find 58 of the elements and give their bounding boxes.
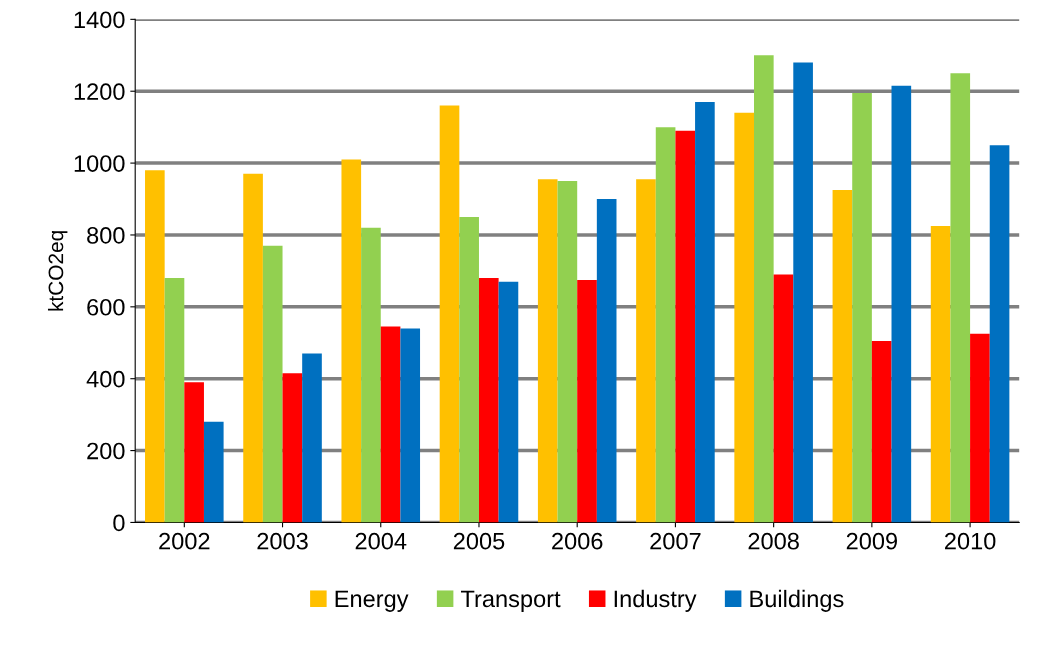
y-tick-label: 1400 xyxy=(74,11,125,29)
bar xyxy=(695,102,715,523)
x-tick-label: 2006 xyxy=(552,532,603,550)
bar xyxy=(243,173,263,523)
x-tick-label: 2004 xyxy=(355,532,407,550)
bar xyxy=(164,278,185,523)
bar xyxy=(380,326,401,523)
bar xyxy=(891,85,912,523)
bar xyxy=(970,333,990,523)
bar xyxy=(341,159,362,523)
x-tick-label: 2008 xyxy=(748,532,799,550)
y-tick-label: 400 xyxy=(86,370,125,388)
bar xyxy=(754,55,774,523)
bar xyxy=(596,199,617,523)
bar xyxy=(282,373,303,523)
legend-label: Energy xyxy=(335,590,409,612)
bar xyxy=(577,279,597,523)
legend-label: Buildings xyxy=(750,589,844,612)
bar xyxy=(773,274,794,523)
bar xyxy=(950,73,971,523)
bar xyxy=(302,353,322,523)
bar xyxy=(852,93,872,523)
bar xyxy=(734,112,754,523)
legend-label: Transport xyxy=(461,590,561,612)
x-tick-label: 2007 xyxy=(650,532,701,550)
bar xyxy=(675,130,696,523)
y-tick-label: 600 xyxy=(87,298,125,316)
x-tick-label: 2009 xyxy=(846,532,898,550)
legend-label: Industry xyxy=(614,589,697,612)
x-tick-label: 2010 xyxy=(945,532,996,550)
y-tick-label: 1200 xyxy=(74,83,125,101)
y-tick-label: 0 xyxy=(113,514,125,532)
bar xyxy=(361,227,381,523)
bar xyxy=(537,179,558,523)
bar xyxy=(262,245,283,523)
bar xyxy=(459,217,479,523)
x-tick-label: 2002 xyxy=(159,532,210,550)
bar xyxy=(636,179,656,523)
x-tick-label: 2003 xyxy=(257,532,308,550)
bar xyxy=(400,328,421,523)
y-tick-label: 1000 xyxy=(74,155,125,172)
bar xyxy=(439,105,460,523)
y-axis-title: ktCO2eq xyxy=(47,231,68,311)
bar xyxy=(498,281,519,523)
bar xyxy=(989,145,1010,523)
bar xyxy=(557,181,578,523)
y-tick-label: 800 xyxy=(87,227,125,244)
bar xyxy=(832,190,853,523)
bar xyxy=(871,340,892,523)
bar xyxy=(655,127,676,523)
bar xyxy=(184,382,204,523)
bar xyxy=(145,170,165,523)
bar xyxy=(478,278,499,523)
bar xyxy=(930,225,951,523)
y-tick-label: 200 xyxy=(87,442,125,460)
bar xyxy=(793,62,813,523)
bar xyxy=(203,421,224,523)
x-tick-label: 2005 xyxy=(453,532,505,550)
